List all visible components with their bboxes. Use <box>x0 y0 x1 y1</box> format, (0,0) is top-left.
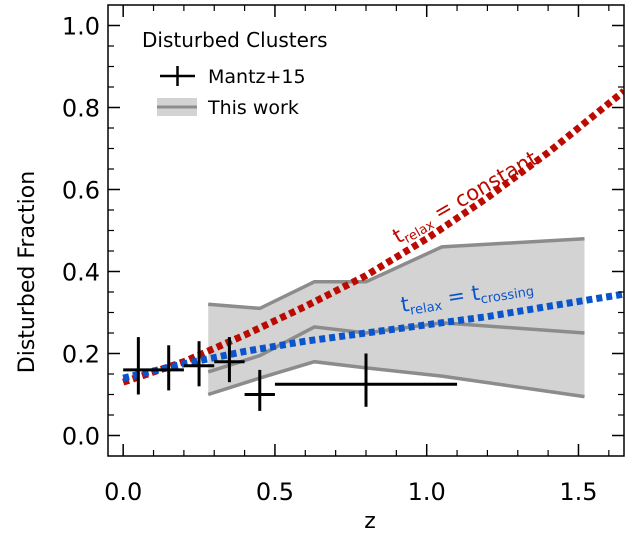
y-tick-label: 0.4 <box>62 259 100 287</box>
legend-this-work-marker <box>157 98 197 116</box>
legend-mantz15-label: Mantz+15 <box>208 66 306 88</box>
mantz15-point-1 <box>154 345 184 390</box>
x-tick-label: 0.5 <box>256 478 294 506</box>
x-tick-label: 1.0 <box>408 478 446 506</box>
y-tick-label: 1.0 <box>62 13 100 41</box>
y-tick-label: 0.8 <box>62 95 100 123</box>
mantz15-point-0 <box>123 337 153 394</box>
y-tick-label: 0.0 <box>62 423 100 451</box>
y-tick-label: 0.6 <box>62 177 100 205</box>
this-work-band-layer <box>208 239 584 397</box>
x-axis-label: z <box>364 509 376 534</box>
annotation-relax-constant: trelax = constant <box>389 146 544 251</box>
y-axis-label: Disturbed Fraction <box>15 171 40 373</box>
x-tick-label: 1.5 <box>559 478 597 506</box>
x-tick-label: 0.0 <box>104 478 142 506</box>
legend: Disturbed Clusters Mantz+15 This work <box>142 28 328 119</box>
legend-mantz15-marker <box>160 66 195 86</box>
legend-this-work-label: This work <box>207 97 299 119</box>
y-tick-label: 0.2 <box>62 341 100 369</box>
legend-title: Disturbed Clusters <box>142 28 328 52</box>
